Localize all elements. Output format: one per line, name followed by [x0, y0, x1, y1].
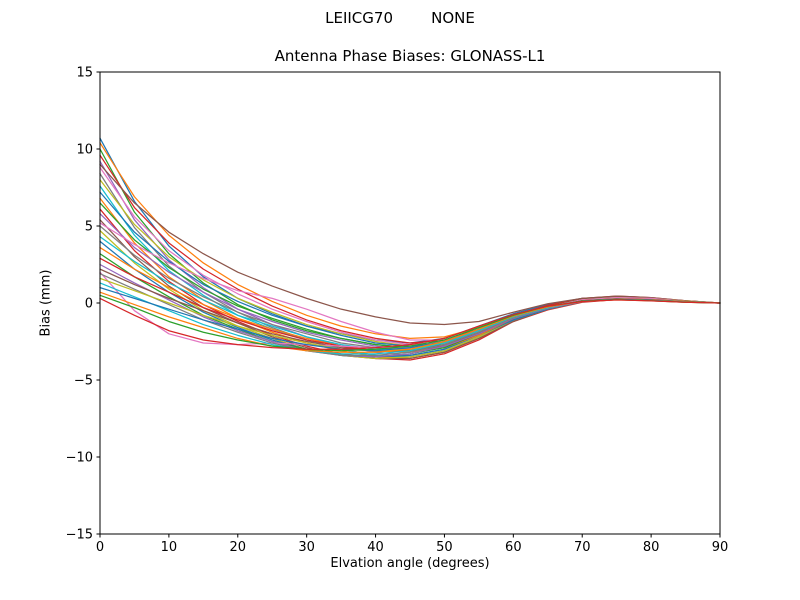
series-line — [99, 179, 721, 347]
y-tick-label: 10 — [76, 143, 93, 158]
x-tick-label: 50 — [436, 540, 453, 555]
x-tick-label: 90 — [712, 540, 729, 555]
figure-suptitle: LEIICG70 NONE — [325, 9, 475, 27]
y-tick-label: 15 — [76, 66, 93, 81]
series-line — [99, 197, 721, 360]
y-tick-label: 0 — [85, 297, 93, 312]
series-line — [99, 148, 721, 349]
x-tick-label: 80 — [643, 540, 660, 555]
y-axis-label: Bias (mm) — [38, 269, 54, 337]
y-tick-label: −15 — [66, 528, 93, 543]
y-tick-label: 5 — [85, 220, 93, 235]
x-tick-label: 70 — [574, 540, 591, 555]
series-line — [99, 160, 721, 356]
series-line — [99, 222, 721, 341]
series-line — [99, 253, 721, 358]
chart-title: Antenna Phase Biases: GLONASS-L1 — [274, 47, 546, 65]
y-tick-label: −10 — [66, 451, 93, 466]
x-tick-label: 10 — [161, 540, 178, 555]
x-tick-label: 20 — [230, 540, 247, 555]
series-line — [99, 173, 721, 360]
series-line — [99, 163, 721, 326]
y-tick-label: −5 — [74, 374, 93, 389]
series-line — [99, 202, 721, 349]
x-tick-label: 30 — [298, 540, 315, 555]
series-line — [99, 297, 721, 350]
x-tick-label: 60 — [505, 540, 522, 555]
series-line — [99, 166, 721, 346]
x-tick-label: 0 — [96, 540, 104, 555]
x-axis-label: Elvation angle (degrees) — [330, 556, 490, 571]
x-tick-label: 40 — [367, 540, 384, 555]
series-line — [99, 185, 721, 358]
